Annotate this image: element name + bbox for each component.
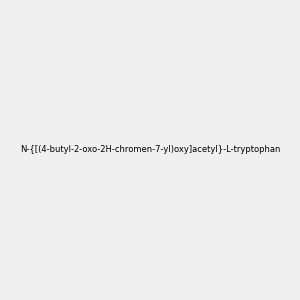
Text: N-{[(4-butyl-2-oxo-2H-chromen-7-yl)oxy]acetyl}-L-tryptophan: N-{[(4-butyl-2-oxo-2H-chromen-7-yl)oxy]a…	[20, 146, 280, 154]
